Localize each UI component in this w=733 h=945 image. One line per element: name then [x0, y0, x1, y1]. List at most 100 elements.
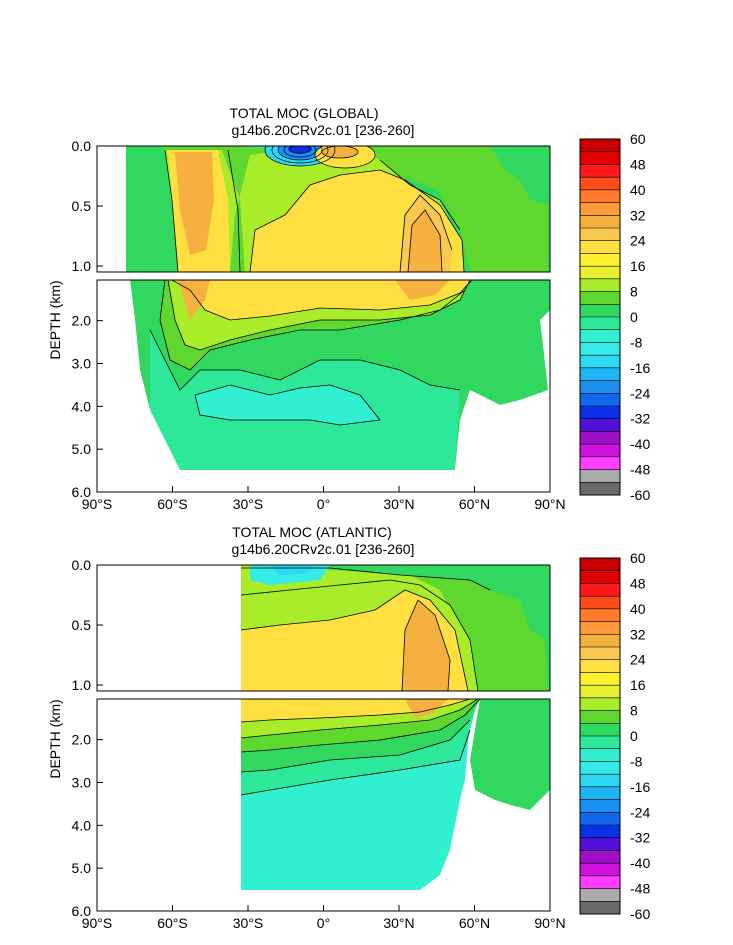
colorbar-swatch — [580, 278, 620, 293]
x-tick-label: 30°S — [233, 915, 264, 931]
atlantic-axis-ticks: 90°S 60°S 30°S 0° 30°N 60°N 90°N 0.0 0.5 1.0 2.0 3.… — [72, 557, 566, 931]
y-tick-label: 4.0 — [72, 817, 92, 833]
colorbar-frame — [579, 138, 621, 496]
atlantic-upper-contours — [240, 567, 491, 691]
colorbar-swatch — [580, 875, 620, 890]
atlantic-lower-field — [240, 699, 550, 911]
colorbar-swatch — [580, 202, 620, 216]
y-tick-label: 2.0 — [72, 313, 92, 329]
colorbar-swatch — [580, 317, 620, 331]
colorbar-swatch — [580, 253, 620, 267]
colorbar-swatch — [580, 723, 620, 737]
y-tick-label: 6.0 — [72, 484, 92, 500]
y-tick-label: 2.0 — [72, 732, 92, 748]
atlantic-nadw-orange — [402, 600, 450, 691]
colorbar-label: 16 — [630, 258, 646, 274]
colorbar-swatch — [580, 710, 620, 724]
y-tick-label: 0.0 — [72, 557, 92, 573]
colorbar-swatch — [580, 342, 620, 356]
colorbar-label: -32 — [630, 830, 650, 846]
colorbar-swatch — [580, 774, 620, 788]
colorbar-label: -32 — [630, 411, 650, 427]
colorbar-label: -24 — [630, 804, 650, 820]
y-tick-label: 3.0 — [72, 356, 92, 372]
colorbar-frame — [579, 557, 621, 915]
colorbar-label: 48 — [630, 156, 646, 172]
x-tick-label: 60°S — [157, 496, 188, 512]
colorbar-swatch — [580, 786, 620, 801]
colorbar-swatch — [580, 812, 620, 826]
global-lower-field — [97, 280, 550, 492]
atlantic-upper-field — [240, 565, 550, 691]
colorbar-label: 40 — [630, 182, 646, 198]
y-tick-label: 6.0 — [72, 903, 92, 919]
atlantic-lower-contours — [240, 699, 481, 796]
colorbar-swatch — [580, 406, 620, 420]
global-ylabel: DEPTH (km) — [47, 280, 63, 359]
colorbar-swatch — [580, 482, 620, 496]
global-lower-deacon-orange — [178, 280, 210, 320]
y-tick-label: 3.0 — [72, 775, 92, 791]
global-lower-deep-cyan — [195, 385, 380, 425]
x-tick-label: 0° — [317, 496, 330, 512]
x-tick-label: 30°S — [233, 496, 264, 512]
atlantic-subtitle: g14b6.20CRv2c.01 [236-260] — [232, 541, 415, 557]
colorbar-label: -8 — [630, 334, 643, 350]
colorbar-label: 48 — [630, 575, 646, 591]
global-title: TOTAL MOC (GLOBAL) — [229, 105, 378, 121]
colorbar-label: -60 — [630, 906, 650, 922]
colorbar-swatch — [580, 850, 620, 864]
colorbar-swatch — [580, 825, 620, 839]
colorbar-label: 8 — [630, 703, 638, 719]
atlantic-upper-frame — [96, 564, 551, 692]
colorbar-swatch — [580, 659, 620, 673]
colorbar-swatch — [580, 583, 620, 597]
colorbar-label: 32 — [630, 207, 646, 223]
global-upper-land-north — [490, 146, 550, 272]
colorbar-swatch — [580, 355, 620, 369]
colorbar-label: -8 — [630, 753, 643, 769]
global-upper-field — [126, 146, 550, 272]
x-tick-label: 0° — [317, 915, 330, 931]
x-tick-label: 30°N — [383, 915, 414, 931]
colorbar-label: -16 — [630, 779, 650, 795]
colorbar-swatch — [580, 291, 620, 305]
colorbar-label: -24 — [630, 385, 650, 401]
colorbar-label: -40 — [630, 855, 650, 871]
colorbar-swatch — [580, 901, 620, 915]
global-lower-yellow — [172, 280, 472, 320]
colorbar-label: -40 — [630, 436, 650, 452]
colorbar-swatch — [580, 329, 620, 343]
atlantic-lower-orange — [405, 699, 448, 718]
colorbar-swatch — [580, 736, 620, 750]
colorbar-swatch — [580, 240, 620, 254]
colorbar-swatch — [580, 761, 620, 775]
global-lower-nadw-orange — [395, 280, 450, 300]
colorbar-swatch — [580, 215, 620, 229]
global-lower-deep-contour — [194, 384, 381, 426]
global-subtitle: g14b6.20CRv2c.01 [236-260] — [232, 122, 415, 138]
colorbar-swatch — [580, 456, 620, 471]
colorbar-swatch — [580, 304, 620, 318]
colorbar-label: 60 — [630, 131, 646, 147]
atlantic-colorbar: 60 48 40 32 24 16 8 0 -8 -16 -24 -32 -40 -48 -60 — [579, 550, 650, 922]
colorbar-swatch — [580, 189, 620, 204]
global-upper-contour-1 — [164, 149, 465, 272]
colorbar-label: 0 — [630, 728, 638, 744]
colorbar-label: -48 — [630, 881, 650, 897]
global-nadw-orange — [408, 210, 442, 272]
global-lower-white-bottom — [180, 390, 550, 492]
x-tick-label: 60°N — [459, 496, 490, 512]
atlantic-upper-north-edge — [500, 565, 550, 691]
colorbar-label: 8 — [630, 284, 638, 300]
colorbar-label: 32 — [630, 626, 646, 642]
x-tick-label: 60°S — [157, 915, 188, 931]
y-tick-label: 0.5 — [72, 617, 92, 633]
colorbar-swatch — [580, 697, 620, 712]
y-tick-label: 5.0 — [72, 441, 92, 457]
colorbar-swatch — [580, 228, 620, 242]
x-tick-label: 90°N — [534, 496, 565, 512]
y-tick-label: 1.0 — [72, 258, 92, 274]
colorbar-swatch — [580, 431, 620, 445]
